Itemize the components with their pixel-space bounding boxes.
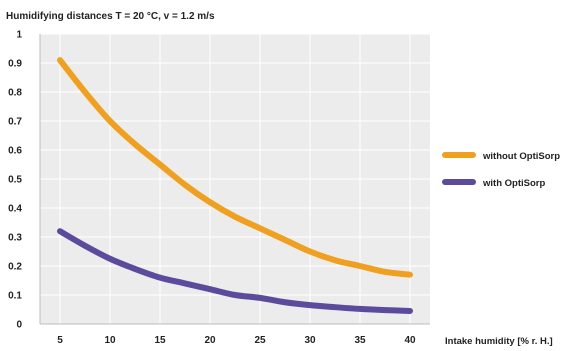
x-tick-label: 10	[104, 335, 116, 346]
legend-label-without-optisorp: without OptiSorp	[482, 151, 560, 162]
x-tick-label: 20	[204, 335, 216, 346]
series-line-with-optisorp	[57, 228, 413, 314]
y-tick-label: 0.9	[8, 59, 22, 70]
series-line-without-optisorp	[57, 57, 413, 278]
legend: without OptiSorp with OptiSorp	[442, 151, 560, 189]
y-tick-label: 0	[16, 320, 22, 331]
data-series	[57, 57, 413, 314]
x-tick-label: 5	[57, 335, 63, 346]
y-tick-label: 0.5	[8, 175, 22, 186]
y-tick-label: 0.4	[8, 204, 22, 215]
x-tick-label: 25	[254, 335, 266, 346]
chart-title: Humidifying distances T = 20 °C, v = 1.2…	[6, 11, 215, 22]
y-tick-label: 0.3	[8, 233, 22, 244]
y-tick-label: 1	[16, 30, 22, 41]
y-tick-label: 0.8	[8, 88, 22, 99]
y-tick-label: 0.6	[8, 146, 22, 157]
y-tick-label: 0.1	[8, 291, 22, 302]
axes	[39, 34, 430, 325]
x-tick-label: 30	[304, 335, 316, 346]
x-tick-label: 35	[354, 335, 366, 346]
legend-label-with-optisorp: with OptiSorp	[482, 178, 545, 189]
x-tick-label: 40	[404, 335, 416, 346]
x-tick-label: 15	[154, 335, 166, 346]
tick-labels: 00.10.20.30.40.50.60.70.80.915 10 15 20 25 30…	[8, 30, 416, 347]
y-tick-label: 0.7	[8, 117, 22, 128]
x-axis-label: Intake humidity [% r. H.]	[445, 336, 553, 347]
y-tick-label: 0.2	[8, 262, 22, 273]
